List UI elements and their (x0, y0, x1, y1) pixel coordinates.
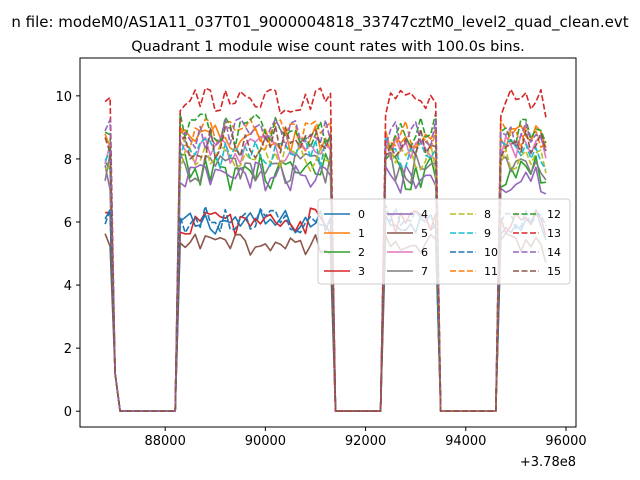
legend-label-7: 7 (421, 265, 428, 278)
x-tick-label: 90000 (245, 434, 286, 449)
legend-label-4: 4 (421, 208, 428, 221)
series-line-10 (104, 204, 547, 412)
y-tick-label: 8 (64, 153, 72, 168)
x-tick-label: 94000 (445, 434, 486, 449)
legend-label-12: 12 (547, 208, 561, 221)
legend-label-0: 0 (358, 208, 365, 221)
legend-label-11: 11 (484, 265, 498, 278)
y-tick-label: 10 (55, 90, 72, 105)
legend-label-8: 8 (484, 208, 491, 221)
legend-label-9: 9 (484, 227, 491, 240)
legend-label-15: 15 (547, 265, 561, 278)
x-tick-label: 88000 (144, 434, 185, 449)
y-tick-label: 0 (64, 405, 72, 420)
legend-label-14: 14 (547, 246, 561, 259)
legend-label-1: 1 (358, 227, 365, 240)
legend-label-2: 2 (358, 246, 365, 259)
series-layer (104, 87, 547, 412)
legend-label-10: 10 (484, 246, 498, 259)
axes-frame (79, 57, 577, 428)
legend-box (317, 198, 571, 285)
series-line-15 (104, 125, 547, 412)
legend-label-3: 3 (358, 265, 365, 278)
legend-label-13: 13 (547, 227, 561, 240)
y-tick-label: 2 (64, 342, 72, 357)
figure-suptitle: n file: modeM0/AS1A11_037T01_9000004818_… (11, 13, 628, 32)
series-line-8 (104, 142, 547, 412)
legend-label-6: 6 (421, 246, 428, 259)
x-tick-label: 96000 (545, 434, 586, 449)
legend-label-5: 5 (421, 227, 428, 240)
chart-title: Quadrant 1 module wise count rates with … (131, 39, 525, 55)
y-tick-label: 4 (64, 279, 72, 294)
x-tick-label: 92000 (345, 434, 386, 449)
x-offset-label: +3.78e8 (520, 455, 576, 470)
y-tick-label: 6 (64, 216, 72, 231)
